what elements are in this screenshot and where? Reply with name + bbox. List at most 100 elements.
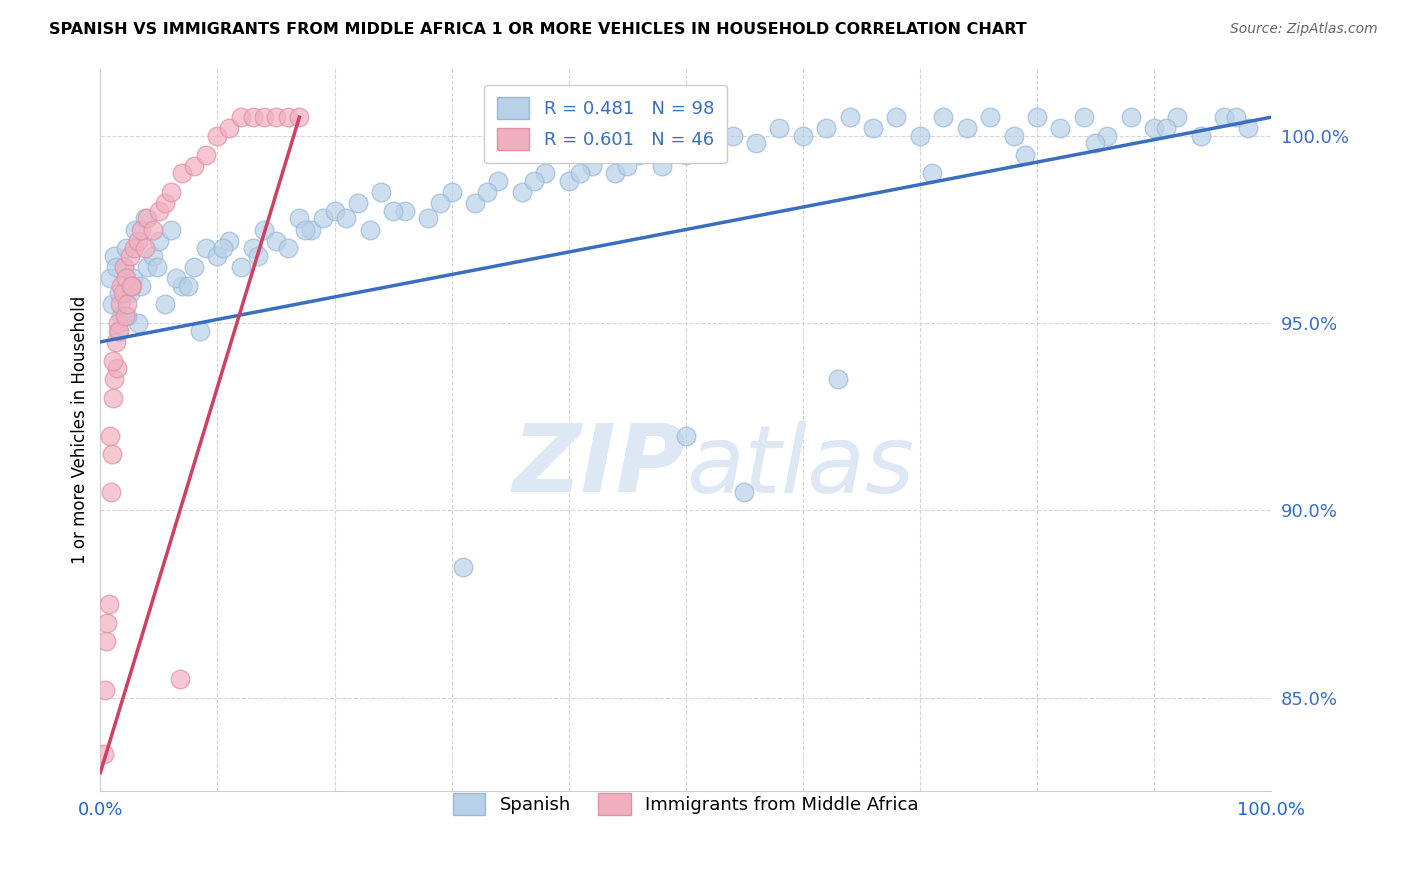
Point bbox=[1014, 147, 1036, 161]
Point bbox=[117, 309, 139, 323]
Point bbox=[169, 672, 191, 686]
Point bbox=[103, 391, 125, 405]
Point bbox=[908, 128, 931, 143]
Text: SPANISH VS IMMIGRANTS FROM MIDDLE AFRICA 1 OR MORE VEHICLES IN HOUSEHOLD CORRELA: SPANISH VS IMMIGRANTS FROM MIDDLE AFRICA… bbox=[49, 22, 1026, 37]
Point bbox=[93, 747, 115, 761]
Point bbox=[323, 203, 346, 218]
Point bbox=[1049, 121, 1071, 136]
Point bbox=[142, 222, 165, 236]
Point bbox=[627, 147, 650, 161]
Point bbox=[277, 110, 299, 124]
Point bbox=[242, 110, 264, 124]
Point bbox=[534, 166, 557, 180]
Point bbox=[101, 353, 124, 368]
Point bbox=[110, 278, 132, 293]
Point bbox=[394, 203, 416, 218]
Point bbox=[1166, 110, 1188, 124]
Text: ZIP: ZIP bbox=[513, 420, 686, 512]
Point bbox=[148, 203, 170, 218]
Point bbox=[96, 615, 118, 630]
Point bbox=[172, 278, 194, 293]
Point bbox=[253, 110, 276, 124]
Point bbox=[1213, 110, 1236, 124]
Point bbox=[94, 683, 117, 698]
Point bbox=[768, 121, 790, 136]
Point bbox=[159, 185, 181, 199]
Point bbox=[112, 260, 135, 274]
Point bbox=[651, 159, 673, 173]
Point bbox=[827, 372, 849, 386]
Point bbox=[862, 121, 884, 136]
Point bbox=[510, 185, 533, 199]
Point bbox=[136, 260, 159, 274]
Point bbox=[145, 260, 167, 274]
Point bbox=[104, 334, 127, 349]
Point bbox=[103, 372, 125, 386]
Point bbox=[194, 147, 217, 161]
Point bbox=[207, 249, 229, 263]
Point bbox=[108, 324, 131, 338]
Point bbox=[165, 271, 187, 285]
Point bbox=[177, 278, 200, 293]
Point bbox=[98, 271, 121, 285]
Point bbox=[440, 185, 463, 199]
Point bbox=[153, 297, 176, 311]
Point bbox=[347, 196, 370, 211]
Point bbox=[115, 271, 138, 285]
Point bbox=[886, 110, 908, 124]
Point bbox=[101, 447, 124, 461]
Point bbox=[131, 222, 153, 236]
Point bbox=[745, 136, 768, 151]
Point bbox=[288, 211, 311, 226]
Point bbox=[242, 241, 264, 255]
Legend: Spanish, Immigrants from Middle Africa: Spanish, Immigrants from Middle Africa bbox=[441, 782, 929, 826]
Point bbox=[605, 166, 627, 180]
Point bbox=[675, 147, 697, 161]
Point bbox=[218, 234, 240, 248]
Point bbox=[117, 297, 139, 311]
Point bbox=[107, 316, 129, 330]
Point bbox=[464, 196, 486, 211]
Point bbox=[127, 234, 149, 248]
Point bbox=[1095, 128, 1118, 143]
Point bbox=[486, 174, 509, 188]
Point bbox=[96, 634, 118, 648]
Point bbox=[1073, 110, 1095, 124]
Point bbox=[359, 222, 381, 236]
Point bbox=[616, 159, 638, 173]
Point bbox=[418, 211, 440, 226]
Point bbox=[229, 260, 252, 274]
Point bbox=[110, 309, 132, 323]
Point bbox=[188, 324, 211, 338]
Point bbox=[247, 249, 270, 263]
Point bbox=[557, 174, 579, 188]
Point bbox=[264, 234, 287, 248]
Point bbox=[131, 278, 153, 293]
Point bbox=[183, 159, 205, 173]
Point bbox=[475, 185, 498, 199]
Point bbox=[277, 241, 299, 255]
Point bbox=[100, 484, 122, 499]
Point bbox=[127, 316, 149, 330]
Point bbox=[956, 121, 979, 136]
Point bbox=[299, 222, 322, 236]
Point bbox=[229, 110, 252, 124]
Point bbox=[194, 241, 217, 255]
Point bbox=[288, 110, 311, 124]
Point bbox=[115, 241, 138, 255]
Point bbox=[142, 249, 165, 263]
Point bbox=[675, 428, 697, 442]
Point bbox=[581, 159, 603, 173]
Point bbox=[134, 211, 156, 226]
Point bbox=[264, 110, 287, 124]
Point bbox=[697, 136, 720, 151]
Point bbox=[792, 128, 814, 143]
Point bbox=[294, 222, 316, 236]
Point bbox=[733, 484, 755, 499]
Point bbox=[1236, 121, 1258, 136]
Point bbox=[522, 174, 544, 188]
Point bbox=[148, 234, 170, 248]
Point bbox=[107, 324, 129, 338]
Point bbox=[253, 222, 276, 236]
Point bbox=[212, 241, 235, 255]
